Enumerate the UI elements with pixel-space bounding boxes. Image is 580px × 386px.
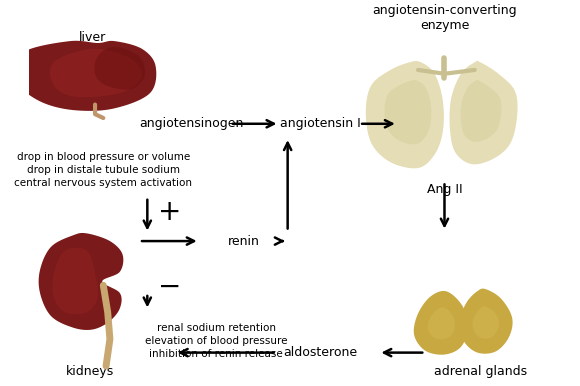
Polygon shape	[459, 289, 513, 354]
Polygon shape	[366, 61, 444, 168]
Polygon shape	[414, 291, 468, 355]
Text: adrenal glands: adrenal glands	[434, 365, 527, 378]
Polygon shape	[50, 49, 142, 97]
Text: angiotensin I: angiotensin I	[280, 117, 361, 130]
Polygon shape	[473, 306, 499, 339]
Text: aldosterone: aldosterone	[284, 346, 358, 359]
Text: angiotensinogen: angiotensinogen	[139, 117, 244, 130]
Polygon shape	[385, 80, 432, 144]
Text: renal sodium retention
elevation of blood pressure
inhibition of renin release: renal sodium retention elevation of bloo…	[145, 323, 287, 359]
Text: angiotensin-converting: angiotensin-converting	[372, 4, 517, 17]
Text: Ang II: Ang II	[427, 183, 462, 196]
Text: enzyme: enzyme	[420, 19, 469, 32]
Polygon shape	[14, 41, 156, 111]
Text: −: −	[158, 273, 181, 301]
Text: kidneys: kidneys	[66, 365, 114, 378]
Polygon shape	[450, 61, 517, 164]
Polygon shape	[461, 80, 502, 142]
Text: renin: renin	[228, 235, 260, 247]
Polygon shape	[427, 307, 455, 339]
Text: +: +	[158, 198, 181, 226]
Polygon shape	[52, 248, 98, 314]
Polygon shape	[39, 233, 124, 330]
Text: drop in blood pressure or volume
drop in distale tubule sodium
central nervous s: drop in blood pressure or volume drop in…	[14, 152, 193, 188]
Text: liver: liver	[79, 31, 106, 44]
Polygon shape	[95, 47, 145, 90]
